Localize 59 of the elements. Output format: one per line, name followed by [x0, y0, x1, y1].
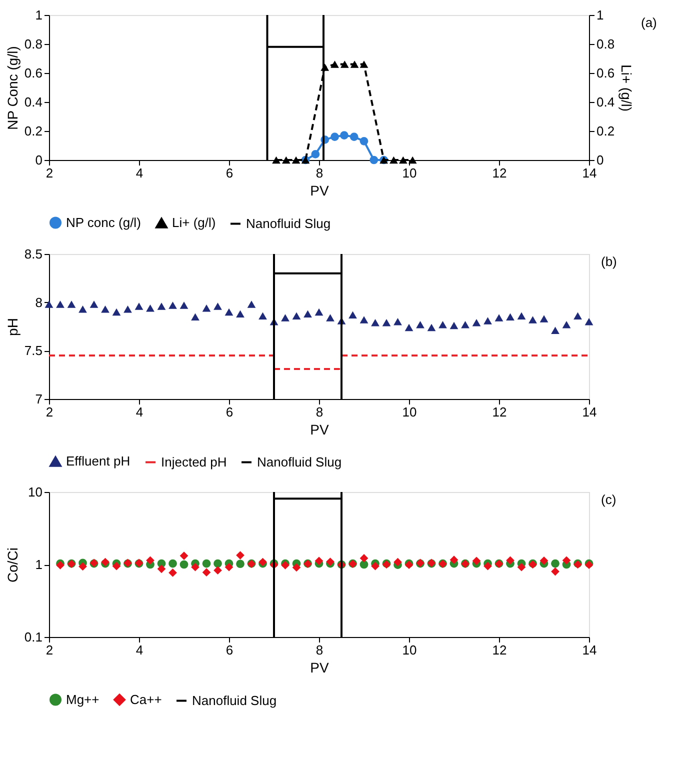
y2-axis-title: Li+ (g/l) [618, 64, 635, 112]
x-tick-label: 2 [46, 642, 54, 658]
x-tick-label: 8 [316, 642, 324, 658]
x-axis-title: PV [310, 660, 330, 676]
text: (c) [601, 492, 616, 507]
y2-tick-label: 0.6 [596, 66, 615, 80]
x-tick-label: 6 [226, 404, 234, 420]
x-tick-label: 12 [492, 642, 507, 658]
x-tick-label: 2 [46, 404, 54, 420]
y2-tick-label: 0.4 [596, 94, 615, 110]
x-tick-label: 4 [136, 642, 144, 658]
text: (a) [641, 15, 657, 30]
legend-label: Injected pH [161, 454, 227, 470]
y-tick-label: 0.8 [24, 36, 42, 52]
x-tick-label: 10 [402, 642, 417, 658]
y2-tick-label: 1 [596, 8, 604, 22]
x-tick-label: 2 [46, 166, 54, 180]
x-tick-label: 10 [402, 404, 417, 420]
y-tick-label: 10 [28, 484, 42, 500]
y-tick-label: 7.5 [24, 343, 42, 358]
y2-tick-label: 0.8 [596, 36, 615, 52]
x-tick-label: 4 [136, 166, 144, 180]
x-tick-label: 10 [402, 166, 417, 180]
legend-label: Nanofluid Slug [246, 216, 331, 231]
x-tick-label: 12 [492, 166, 507, 180]
legend-label: Mg++ [66, 692, 100, 707]
x-tick-label: 6 [226, 642, 234, 658]
x-tick-label: 14 [582, 166, 597, 180]
text: (b) [601, 254, 617, 269]
y-tick-label: 0.6 [24, 66, 42, 80]
x-tick-label: 8 [316, 404, 324, 420]
y-tick-label: 0.4 [24, 94, 42, 110]
y2-tick-label: 0 [596, 152, 604, 168]
y-axis-title: NP Conc (g/l) [4, 46, 20, 130]
y-tick-label: 8 [35, 294, 42, 310]
legend-label: Nanofluid Slug [257, 454, 342, 470]
x-axis-title: PV [310, 422, 330, 438]
x-tick-label: 4 [136, 404, 144, 420]
x-tick-label: 12 [492, 404, 507, 420]
y-tick-label: 1 [35, 8, 42, 22]
x-tick-label: 14 [582, 642, 597, 658]
y-axis-title: pH [4, 318, 20, 336]
x-axis-title: PV [310, 182, 330, 198]
y-tick-label: 0 [35, 152, 42, 168]
x-tick-label: 14 [582, 404, 597, 420]
legend-label: Ca++ [130, 692, 162, 707]
y-tick-label: 0.2 [24, 124, 42, 138]
y-tick-label: 1 [35, 557, 42, 572]
y-tick-label: 8.5 [24, 246, 42, 262]
legend-label: Effluent pH [66, 454, 130, 469]
y-axis-title: Co/Ci [4, 547, 20, 583]
y2-tick-label: 0.2 [596, 124, 615, 138]
y-tick-label: 0.1 [24, 630, 42, 644]
x-tick-label: 6 [226, 166, 234, 180]
legend-label: Li+ (g/l) [172, 215, 216, 230]
y-tick-label: 7 [35, 392, 42, 406]
x-tick-label: 8 [316, 166, 324, 180]
legend-label: Nanofluid Slug [192, 692, 277, 708]
legend-label: NP conc (g/l) [66, 214, 141, 230]
